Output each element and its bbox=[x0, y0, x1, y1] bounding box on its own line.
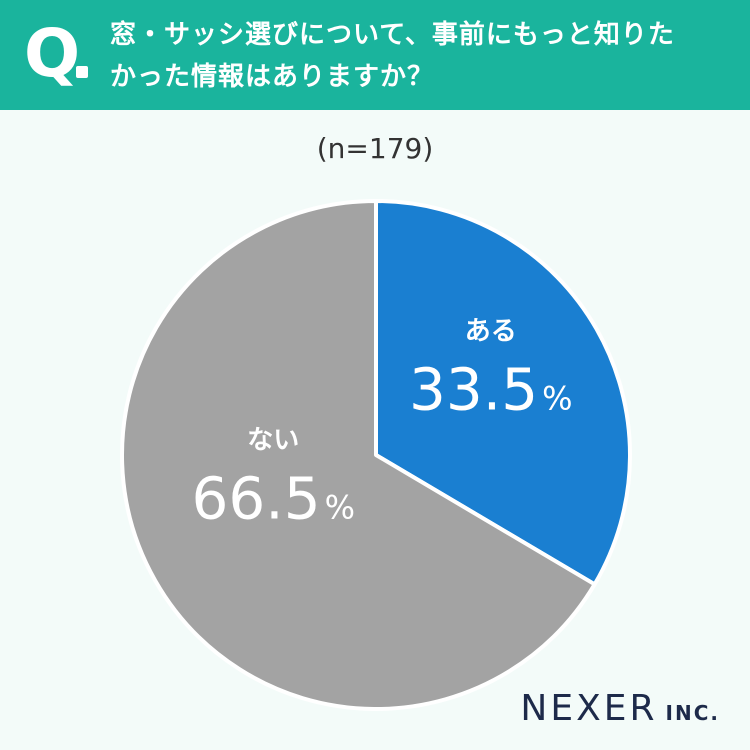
logo-main-text: NEXER bbox=[520, 688, 658, 729]
company-logo: NEXER INC. bbox=[520, 688, 720, 729]
pie-slice-1 bbox=[120, 199, 597, 711]
slice-value-1: 66.5% bbox=[191, 464, 355, 532]
slice-label-0: ある bbox=[465, 317, 517, 347]
sample-size-label: (n=179) bbox=[316, 132, 434, 165]
question-line-1: 窓・サッシ選びについて、事前にもっと知りた bbox=[110, 20, 675, 50]
logo-sub-text: INC. bbox=[665, 701, 720, 725]
pie-slice-0 bbox=[374, 199, 632, 587]
question-line-2: かった情報はありますか？ bbox=[110, 62, 435, 92]
slice-value-0: 33.5% bbox=[409, 356, 573, 424]
question-text: 窓・サッシ選びについて、事前にもっと知りた かった情報はありますか？ bbox=[110, 14, 730, 98]
q-mark: Q bbox=[24, 15, 81, 92]
question-header: Q 窓・サッシ選びについて、事前にもっと知りた かった情報はありますか？ bbox=[0, 0, 750, 110]
q-dot bbox=[76, 66, 88, 78]
slice-label-1: ない bbox=[247, 425, 299, 455]
